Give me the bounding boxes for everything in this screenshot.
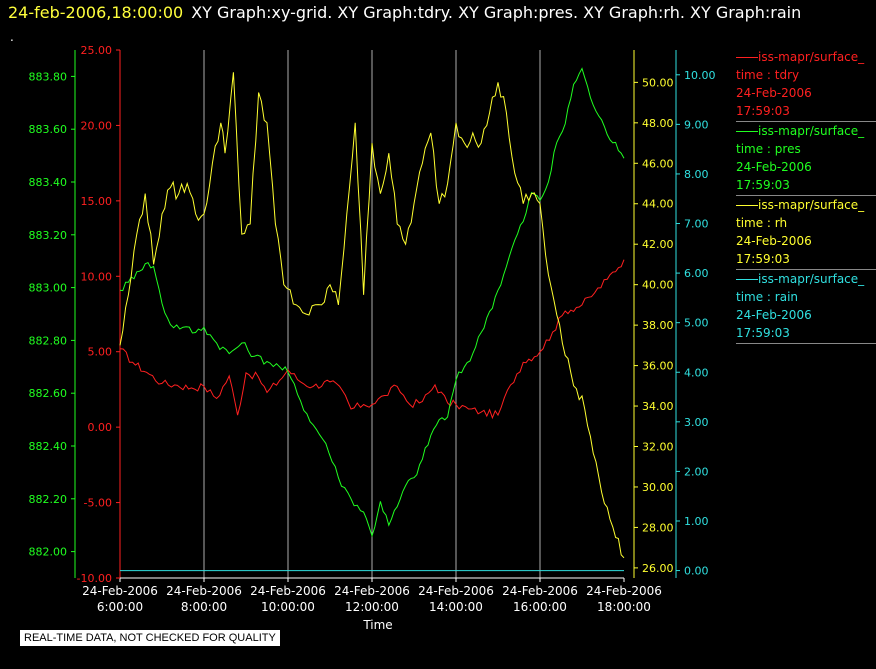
legend-source: iss-mapr/surface_ bbox=[736, 196, 876, 214]
y-tick-label-tdry: 5.00 bbox=[88, 346, 113, 359]
y-tick-label-pres: 882.00 bbox=[29, 546, 68, 559]
grid bbox=[203, 50, 541, 578]
y-tick-label-rh: 30.00 bbox=[642, 481, 674, 494]
x-tick-date-label: 24-Feb-2006 bbox=[166, 584, 242, 598]
series-line-rh bbox=[119, 72, 625, 559]
y-tick-label-rh: 44.00 bbox=[642, 198, 674, 211]
axes: 24-Feb-2006 6:00:00 24-Feb-2006 8:00:00 24-F… bbox=[29, 44, 716, 614]
x-tick-time-label: 6:00:00 bbox=[97, 600, 143, 614]
legend-variable: time : pres bbox=[736, 142, 801, 156]
y-tick-label-pres: 883.60 bbox=[29, 123, 68, 136]
x-tick-time-label: 14:00:00 bbox=[429, 600, 483, 614]
legend-variable: time : rain bbox=[736, 290, 799, 304]
y-tick-label-rain: 0.00 bbox=[684, 565, 709, 578]
x-tick-time-label: 8:00:00 bbox=[181, 600, 227, 614]
y-tick-label-pres: 883.00 bbox=[29, 282, 68, 295]
y-tick-label-tdry: 25.00 bbox=[81, 44, 113, 57]
legend-source: iss-mapr/surface_ bbox=[736, 48, 876, 66]
y-tick-label-rain: 3.00 bbox=[684, 416, 709, 429]
y-tick-label-rain: 7.00 bbox=[684, 218, 709, 231]
legend-time: 17:59:03 bbox=[736, 104, 790, 118]
x-tick-date-label: 24-Feb-2006 bbox=[82, 584, 158, 598]
y-tick-label-tdry: 10.00 bbox=[81, 270, 113, 283]
legend: iss-mapr/surface_ time : tdry 24-Feb-2006 1… bbox=[736, 48, 876, 344]
y-tick-label-pres: 882.40 bbox=[29, 440, 68, 453]
y-tick-label-tdry: -5.00 bbox=[84, 497, 112, 510]
y-tick-label-pres: 883.20 bbox=[29, 229, 68, 242]
legend-source-text: iss-mapr/surface_ bbox=[758, 124, 865, 138]
legend-source: iss-mapr/surface_ bbox=[736, 270, 876, 288]
legend-entry: iss-mapr/surface_time : rh 24-Feb-2006 17:… bbox=[736, 196, 876, 270]
graph-header: 24-feb-2006,18:00:00 XY Graph:xy-grid. XY… bbox=[8, 3, 801, 22]
y-tick-label-rh: 26.00 bbox=[642, 562, 674, 575]
y-tick-label-rain: 1.00 bbox=[684, 515, 709, 528]
legend-date: 24-Feb-2006 bbox=[736, 234, 812, 248]
legend-variable: time : tdry bbox=[736, 68, 800, 82]
legend-swatch bbox=[736, 131, 758, 132]
legend-source-text: iss-mapr/surface_ bbox=[758, 50, 865, 64]
y-tick-label-rh: 40.00 bbox=[642, 279, 674, 292]
legend-variable: time : rh bbox=[736, 216, 788, 230]
legend-swatch bbox=[736, 57, 758, 58]
legend-swatch bbox=[736, 205, 758, 206]
y-tick-label-rain: 10.00 bbox=[684, 69, 716, 82]
y-tick-label-tdry: -10.00 bbox=[77, 572, 112, 585]
y-tick-label-rain: 4.00 bbox=[684, 366, 709, 379]
y-tick-label-tdry: 20.00 bbox=[81, 119, 113, 132]
y-tick-label-tdry: 0.00 bbox=[88, 421, 113, 434]
y-tick-label-rh: 34.00 bbox=[642, 400, 674, 413]
x-tick-date-label: 24-Feb-2006 bbox=[502, 584, 578, 598]
y-tick-label-pres: 883.40 bbox=[29, 176, 68, 189]
y-tick-label-rain: 2.00 bbox=[684, 465, 709, 478]
y-tick-label-rain: 8.00 bbox=[684, 168, 709, 181]
legend-entry: iss-mapr/surface_time : tdry 24-Feb-2006 1… bbox=[736, 48, 876, 122]
legend-entry: iss-mapr/surface_time : rain 24-Feb-2006 1… bbox=[736, 270, 876, 344]
y-tick-label-rh: 48.00 bbox=[642, 117, 674, 130]
y-tick-label-rh: 28.00 bbox=[642, 521, 674, 534]
x-tick-time-label: 10:00:00 bbox=[261, 600, 315, 614]
legend-source-text: iss-mapr/surface_ bbox=[758, 272, 865, 286]
x-axis-label: Time bbox=[362, 618, 392, 632]
quality-disclaimer: REAL-TIME DATA, NOT CHECKED FOR QUALITY bbox=[20, 630, 280, 646]
y-tick-label-pres: 883.80 bbox=[29, 70, 68, 83]
y-tick-label-pres: 882.80 bbox=[29, 334, 68, 347]
x-tick-date-label: 24-Feb-2006 bbox=[334, 584, 410, 598]
legend-date: 24-Feb-2006 bbox=[736, 160, 812, 174]
x-tick-time-label: 12:00:00 bbox=[345, 600, 399, 614]
y-tick-label-rh: 42.00 bbox=[642, 238, 674, 251]
legend-entry: iss-mapr/surface_time : pres 24-Feb-2006 1… bbox=[736, 122, 876, 196]
legend-time: 17:59:03 bbox=[736, 178, 790, 192]
x-tick-date-label: 24-Feb-2006 bbox=[586, 584, 662, 598]
y-tick-label-rain: 6.00 bbox=[684, 267, 709, 280]
legend-swatch bbox=[736, 279, 758, 280]
legend-date: 24-Feb-2006 bbox=[736, 86, 812, 100]
y-tick-label-tdry: 15.00 bbox=[81, 195, 113, 208]
x-tick-time-label: 16:00:00 bbox=[513, 600, 567, 614]
legend-time: 17:59:03 bbox=[736, 326, 790, 340]
y-tick-label-rh: 46.00 bbox=[642, 157, 674, 170]
legend-source-text: iss-mapr/surface_ bbox=[758, 198, 865, 212]
legend-time: 17:59:03 bbox=[736, 252, 790, 266]
marker-dot: . bbox=[10, 30, 14, 44]
y-tick-label-rain: 9.00 bbox=[684, 118, 709, 131]
y-tick-label-rh: 36.00 bbox=[642, 360, 674, 373]
legend-date: 24-Feb-2006 bbox=[736, 308, 812, 322]
y-tick-label-rh: 50.00 bbox=[642, 76, 674, 89]
y-tick-label-rh: 38.00 bbox=[642, 319, 674, 332]
y-tick-label-pres: 882.60 bbox=[29, 387, 68, 400]
series-line-pres bbox=[119, 67, 625, 538]
header-timestamp: 24-feb-2006,18:00:00 bbox=[8, 3, 184, 22]
x-tick-date-label: 24-Feb-2006 bbox=[250, 584, 326, 598]
x-tick-date-label: 24-Feb-2006 bbox=[418, 584, 494, 598]
x-tick-time-label: 18:00:00 bbox=[597, 600, 651, 614]
y-tick-label-rh: 32.00 bbox=[642, 441, 674, 454]
legend-source: iss-mapr/surface_ bbox=[736, 122, 876, 140]
series-group bbox=[119, 67, 625, 572]
series-line-tdry bbox=[119, 259, 625, 420]
header-graph-list: XY Graph:xy-grid. XY Graph:tdry. XY Grap… bbox=[191, 3, 802, 22]
y-tick-label-pres: 882.20 bbox=[29, 493, 68, 506]
y-tick-label-rain: 5.00 bbox=[684, 317, 709, 330]
